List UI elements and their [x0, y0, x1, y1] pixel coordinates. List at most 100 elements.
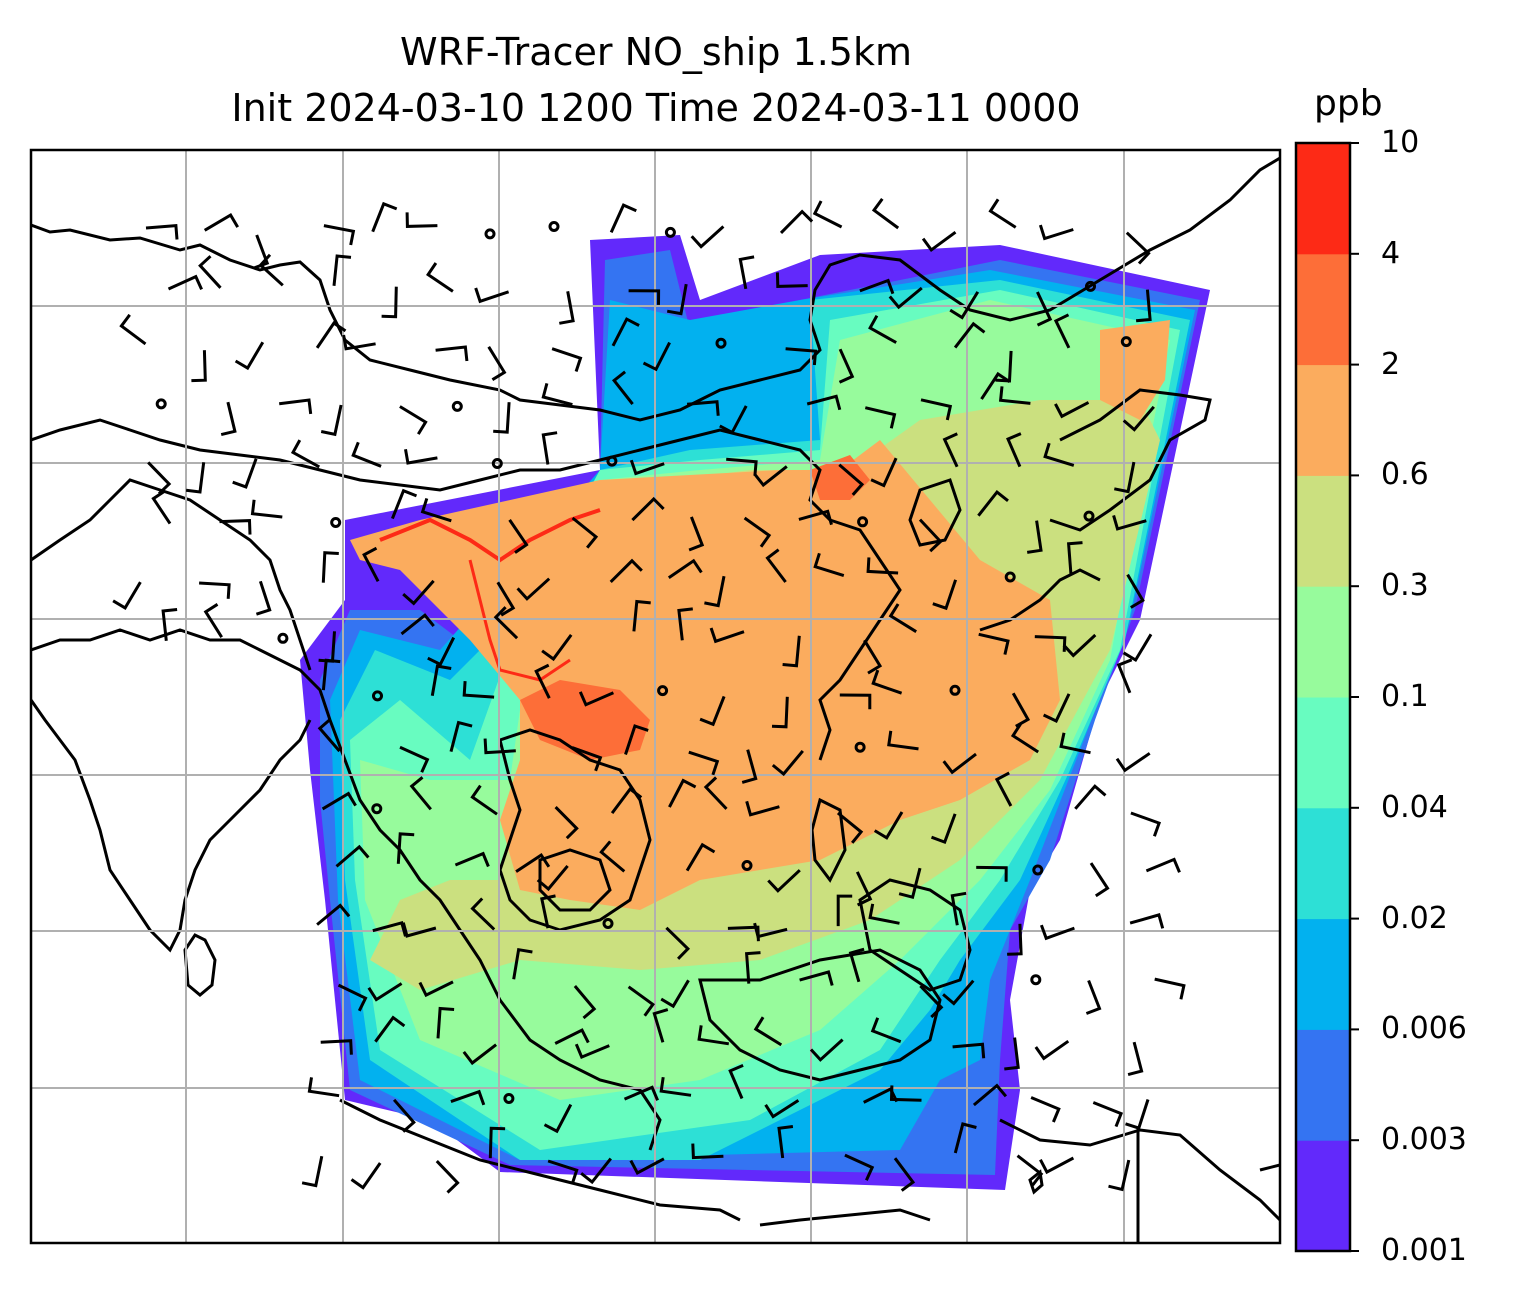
wind-barb	[290, 439, 321, 469]
wind-barb	[609, 203, 637, 234]
calm-wind-circle	[277, 632, 289, 644]
wind-barb	[396, 832, 415, 864]
colorbar-tick-label: 10	[1381, 125, 1420, 160]
calm-wind-circle	[854, 741, 866, 753]
wind-barb	[350, 1162, 382, 1190]
wind-barb	[771, 696, 789, 729]
field-level-9b	[810, 455, 870, 500]
wind-barb	[623, 1085, 659, 1101]
wind-barb	[799, 970, 834, 986]
wind-barb	[1036, 291, 1053, 327]
colorbar-class-4	[1296, 807, 1350, 920]
wind-barb	[677, 607, 693, 641]
wind-barb	[813, 552, 845, 578]
wind-barb	[859, 278, 895, 295]
wind-barb	[690, 225, 725, 249]
wind-barb	[726, 457, 758, 476]
wind-barbs	[112, 198, 1186, 1194]
calm-wind-circle	[664, 226, 676, 238]
wind-barb	[258, 253, 284, 287]
wind-barb	[611, 317, 640, 347]
field-level-10b	[468, 559, 571, 682]
wind-barb	[888, 286, 923, 310]
wind-barb	[1092, 1101, 1124, 1128]
wind-barb	[949, 291, 980, 320]
calm-wind-circle	[372, 690, 383, 702]
wind-barb	[777, 1125, 794, 1159]
wind-barb	[1066, 541, 1083, 574]
wind-barb	[667, 558, 703, 579]
wind-barb	[255, 580, 272, 616]
wind-barb	[112, 581, 142, 610]
wind-barb	[541, 634, 573, 662]
wind-barb	[1125, 1099, 1150, 1130]
wind-barb	[1125, 231, 1151, 265]
calm-wind-circle	[657, 685, 669, 697]
wind-barb	[418, 980, 454, 998]
colorbar-tick-label: 4	[1381, 235, 1401, 271]
wind-barb	[1010, 723, 1040, 754]
wind-barb	[998, 386, 1031, 405]
wind-barb	[864, 406, 897, 429]
wind-barb	[191, 350, 207, 383]
wind-barb	[942, 432, 959, 468]
wind-barb	[743, 516, 772, 548]
wind-barb	[391, 488, 418, 520]
wind-barb	[691, 1143, 724, 1160]
wind-barb	[745, 800, 780, 817]
wind-barb	[493, 606, 519, 640]
wind-barb	[709, 627, 745, 644]
wind-barb	[436, 1006, 455, 1039]
wind-barb	[744, 951, 761, 984]
wind-barb	[779, 209, 814, 234]
wind-barb	[942, 979, 975, 1006]
colorbar-class-7	[1296, 475, 1350, 587]
wind-barb	[1039, 1156, 1075, 1175]
wind-barb	[868, 314, 897, 344]
wind-barb	[642, 341, 671, 372]
wind-barb	[470, 784, 498, 816]
wind-barb	[541, 383, 573, 407]
wind-barb	[449, 720, 473, 752]
calm-wind-circle	[155, 398, 167, 410]
wind-barb	[659, 1076, 692, 1097]
wind-barb	[870, 457, 898, 488]
wind-barb	[1130, 811, 1162, 837]
wind-barb	[809, 1038, 844, 1062]
wind-barb	[1085, 979, 1102, 1015]
wind-barb	[435, 1160, 460, 1194]
wind-barb	[1059, 732, 1091, 755]
wind-barb	[559, 291, 575, 325]
wind-barb	[930, 813, 957, 845]
wind-barb	[1135, 289, 1152, 323]
wind-barb	[666, 283, 688, 316]
wind-barb	[921, 230, 957, 252]
wind-barb	[838, 348, 855, 384]
wind-barb	[362, 546, 380, 583]
wind-barb	[167, 274, 203, 291]
wind-barb	[219, 519, 252, 535]
wind-barb	[785, 347, 818, 366]
wind-barb	[337, 983, 368, 1012]
calm-wind-circle	[1030, 974, 1042, 986]
wind-barb	[753, 1016, 783, 1047]
wind-barb	[367, 982, 403, 1002]
wind-barb	[994, 771, 1013, 807]
map-title-line1: WRF-Tracer NO_ship 1.5km	[400, 30, 912, 74]
calm-wind-circle	[606, 455, 618, 467]
wind-barb	[972, 1083, 1008, 1107]
wind-barb	[610, 787, 643, 814]
wind-barb	[836, 894, 853, 927]
wind-barb	[627, 985, 655, 1017]
wind-barb	[1129, 913, 1165, 929]
wind-barb	[898, 867, 922, 900]
colorbar-class-9	[1296, 253, 1350, 366]
wind-barb	[719, 405, 748, 435]
wind-barb	[893, 1157, 916, 1192]
wind-barb	[488, 1126, 506, 1159]
wind-barb	[307, 1077, 340, 1098]
wind-barb	[611, 370, 634, 406]
wind-barb	[812, 200, 843, 229]
wind-barb	[571, 746, 603, 772]
